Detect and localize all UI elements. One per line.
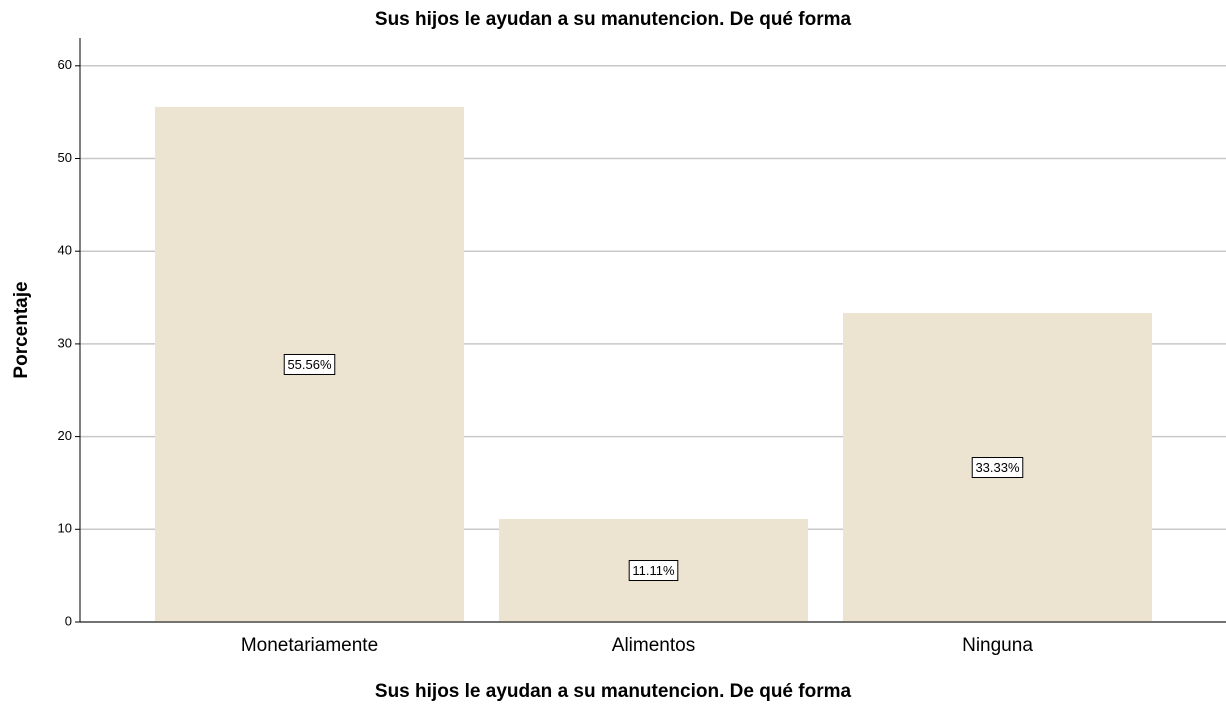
y-tick-label: 20 xyxy=(58,428,72,443)
data-label: 55.56% xyxy=(287,357,332,372)
x-axis-title: Sus hijos le ayudan a su manutencion. De… xyxy=(375,681,852,702)
y-tick-label: 40 xyxy=(58,243,72,258)
x-tick-label: Ninguna xyxy=(962,635,1033,656)
y-tick-label: 0 xyxy=(65,613,72,628)
y-tick-label: 30 xyxy=(58,335,72,350)
y-tick-label: 60 xyxy=(58,57,72,72)
x-tick-label: Alimentos xyxy=(612,635,695,656)
y-axis-title: Porcentaje xyxy=(11,281,32,378)
y-tick-label: 10 xyxy=(58,521,72,536)
data-label: 11.11% xyxy=(632,563,675,578)
chart-title: Sus hijos le ayudan a su manutencion. De… xyxy=(375,9,852,30)
data-label-box xyxy=(971,457,1024,479)
x-tick-label: Monetariamente xyxy=(241,635,378,656)
y-tick-label: 50 xyxy=(58,150,72,165)
data-label-box xyxy=(628,560,679,582)
data-label-box xyxy=(283,353,336,375)
data-label: 33.33% xyxy=(975,460,1020,475)
